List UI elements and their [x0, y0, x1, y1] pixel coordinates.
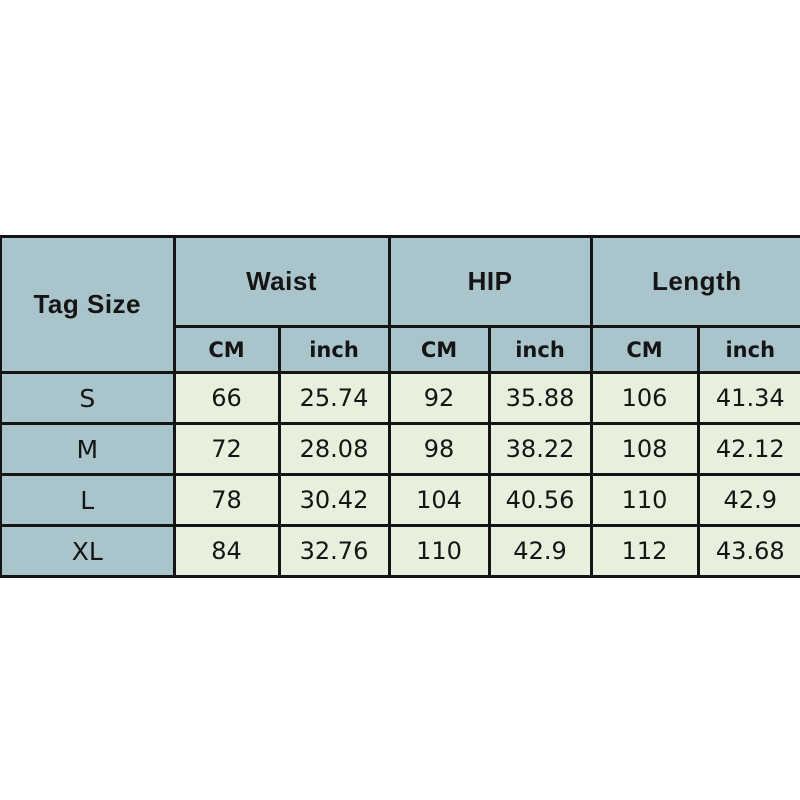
column-group-hip: HIP: [387, 235, 593, 328]
tag-size-label: S: [0, 371, 176, 425]
cell-value: 98: [387, 422, 491, 476]
tag-size-label: L: [0, 473, 176, 527]
unit-header-row: CM inch CM inch CM inch: [1, 325, 800, 374]
unit-header-waist-inch: inch: [277, 325, 391, 374]
unit-header-hip-cm: CM: [387, 325, 491, 374]
cell-value: 25.74: [277, 371, 391, 425]
unit-header-length-cm: CM: [589, 325, 700, 374]
corner-header-tag-size: Tag Size: [0, 235, 176, 374]
tag-size-label: M: [0, 422, 176, 476]
cell-value: 66: [172, 371, 281, 425]
cell-value: 40.56: [487, 473, 593, 527]
cell-value: 42.12: [696, 422, 800, 476]
column-group-waist: Waist: [172, 235, 391, 328]
cell-value: 43.68: [696, 524, 800, 578]
cell-value: 42.9: [487, 524, 593, 578]
unit-header-hip-inch: inch: [487, 325, 593, 374]
cell-value: 78: [172, 473, 281, 527]
unit-header-waist-cm: CM: [173, 325, 281, 374]
table-row-xl: XL 84 32.76 110 42.9 112 43.68: [0, 524, 800, 578]
column-group-length: Length: [589, 235, 800, 328]
cell-value: 110: [589, 473, 700, 527]
cell-value: 30.42: [277, 473, 391, 527]
cell-value: 28.08: [277, 422, 391, 476]
group-header-row: Tag Size Waist HIP Length: [0, 235, 800, 374]
cell-value: 92: [387, 371, 491, 425]
cell-value: 41.34: [696, 371, 800, 425]
cell-value: 110: [387, 524, 491, 578]
table-row-m: M 72 28.08 98 38.22 108 42.12: [0, 422, 800, 476]
size-chart-table: Tag Size Waist HIP Length CM inch CM inc…: [0, 235, 800, 578]
cell-value: 84: [172, 524, 281, 578]
unit-header-length-inch: inch: [696, 325, 800, 374]
cell-value: 35.88: [487, 371, 593, 425]
cell-value: 42.9: [696, 473, 800, 527]
cell-value: 72: [172, 422, 281, 476]
cell-value: 104: [387, 473, 491, 527]
cell-value: 38.22: [487, 422, 593, 476]
table-row-s: S 66 25.74 92 35.88 106 41.34: [0, 371, 800, 425]
cell-value: 32.76: [277, 524, 391, 578]
cell-value: 112: [589, 524, 700, 578]
cell-value: 108: [589, 422, 700, 476]
cell-value: 106: [589, 371, 700, 425]
tag-size-label: XL: [0, 524, 176, 578]
table-row-l: L 78 30.42 104 40.56 110 42.9: [0, 473, 800, 527]
